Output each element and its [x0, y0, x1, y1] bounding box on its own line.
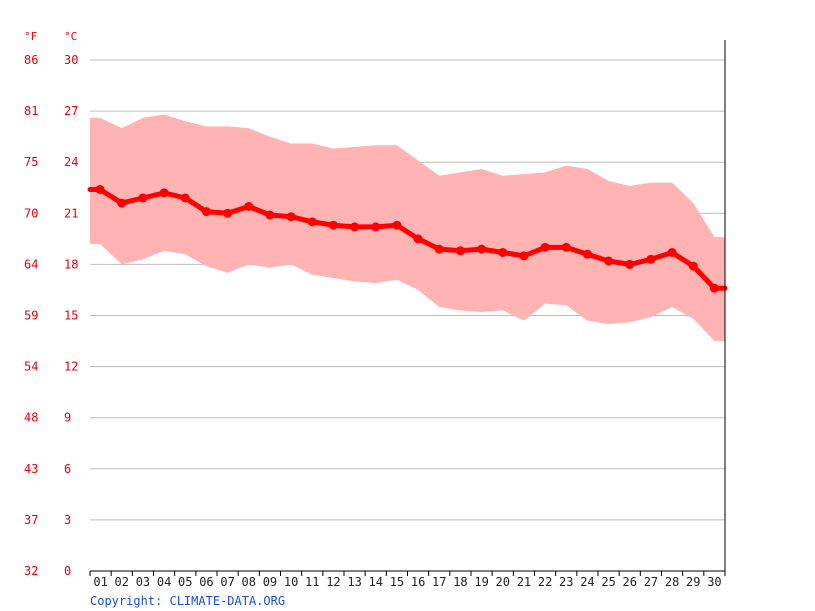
x-tick-label: 07	[220, 575, 234, 589]
y-tick-label-fahrenheit: 75	[24, 155, 38, 169]
y-tick-label-celsius: 6	[64, 462, 71, 476]
mean-point	[477, 244, 487, 254]
x-tick-label: 14	[369, 575, 383, 589]
y-tick-label-fahrenheit: 64	[24, 257, 38, 271]
temperature-range-band	[90, 114, 725, 341]
mean-point	[371, 222, 381, 232]
y-tick-label-celsius: 9	[64, 411, 71, 425]
x-tick-label: 02	[115, 575, 129, 589]
x-tick-label: 09	[263, 575, 277, 589]
y-tick-label-fahrenheit: 70	[24, 206, 38, 220]
y-tick-label-celsius: 18	[64, 257, 78, 271]
x-tick-label: 08	[242, 575, 256, 589]
x-tick-label: 26	[623, 575, 637, 589]
x-tick-label: 23	[559, 575, 573, 589]
x-tick-label: 21	[517, 575, 531, 589]
mean-point	[286, 212, 296, 222]
mean-point	[561, 242, 571, 252]
copyright-link[interactable]: Copyright: CLIMATE-DATA.ORG	[90, 594, 286, 608]
y-axis-labels: 86 30 81 27 75 24 70 21 64 18 59 15 54 12 48 9 43 6 37 3 32 0	[24, 53, 78, 578]
x-tick-label: 20	[496, 575, 510, 589]
mean-point	[350, 222, 360, 232]
x-tick-label: 11	[305, 575, 319, 589]
mean-temperature-points	[95, 184, 719, 293]
mean-point	[455, 246, 465, 256]
x-tick-label: 22	[538, 575, 552, 589]
mean-point	[646, 254, 656, 264]
x-tick-label: 30	[707, 575, 721, 589]
x-tick-label: 15	[390, 575, 404, 589]
x-tick-label: 16	[411, 575, 425, 589]
mean-point	[625, 259, 635, 269]
mean-point	[159, 188, 169, 198]
x-tick-label: 17	[432, 575, 446, 589]
x-tick-label: 05	[178, 575, 192, 589]
x-axis-ticks: 01 02 03 04 05 06 07 08 09 10 11 12 13 14 15 16 17 18 19 20…	[89, 571, 726, 589]
mean-point	[667, 247, 677, 257]
x-tick-label: 29	[686, 575, 700, 589]
x-tick-label: 04	[157, 575, 171, 589]
mean-point	[434, 244, 444, 254]
x-tick-label: 01	[93, 575, 107, 589]
y-tick-label-fahrenheit: 59	[24, 309, 38, 323]
mean-point	[688, 261, 698, 271]
y-tick-label-celsius: 27	[64, 104, 78, 118]
x-tick-label: 13	[347, 575, 361, 589]
unit-fahrenheit-label: °F	[24, 30, 37, 43]
mean-point	[392, 220, 402, 230]
mean-point	[540, 242, 550, 252]
y-tick-label-celsius: 30	[64, 53, 78, 67]
y-tick-label-fahrenheit: 54	[24, 360, 38, 374]
unit-celsius-label: °C	[64, 30, 77, 43]
x-tick-label: 19	[474, 575, 488, 589]
y-tick-label-celsius: 21	[64, 206, 78, 220]
x-tick-label: 10	[284, 575, 298, 589]
mean-point	[201, 207, 211, 217]
y-tick-label-celsius: 0	[64, 564, 71, 578]
y-tick-label-celsius: 15	[64, 309, 78, 323]
mean-point	[709, 283, 719, 293]
mean-point	[180, 193, 190, 203]
y-tick-label-fahrenheit: 81	[24, 104, 38, 118]
mean-point	[117, 198, 127, 208]
mean-point	[95, 184, 105, 194]
x-tick-label: 03	[136, 575, 150, 589]
mean-point	[307, 217, 317, 227]
y-tick-label-celsius: 3	[64, 513, 71, 527]
x-tick-label: 18	[453, 575, 467, 589]
mean-point	[413, 234, 423, 244]
y-tick-label-fahrenheit: 37	[24, 513, 38, 527]
mean-point	[265, 210, 275, 220]
mean-point	[138, 193, 148, 203]
x-tick-label: 24	[580, 575, 594, 589]
y-tick-label-celsius: 24	[64, 155, 78, 169]
mean-point	[244, 201, 254, 211]
mean-point	[328, 220, 338, 230]
x-tick-label: 28	[665, 575, 679, 589]
y-tick-label-fahrenheit: 43	[24, 462, 38, 476]
x-tick-label: 25	[601, 575, 615, 589]
x-tick-label: 06	[199, 575, 213, 589]
mean-point	[519, 251, 529, 261]
mean-point	[223, 208, 233, 218]
y-tick-label-celsius: 12	[64, 360, 78, 374]
mean-point	[582, 249, 592, 259]
mean-point	[604, 256, 614, 266]
x-tick-label: 27	[644, 575, 658, 589]
x-tick-label: 12	[326, 575, 340, 589]
mean-point	[498, 247, 508, 257]
y-tick-label-fahrenheit: 48	[24, 411, 38, 425]
y-tick-label-fahrenheit: 86	[24, 53, 38, 67]
y-tick-label-fahrenheit: 32	[24, 564, 38, 578]
